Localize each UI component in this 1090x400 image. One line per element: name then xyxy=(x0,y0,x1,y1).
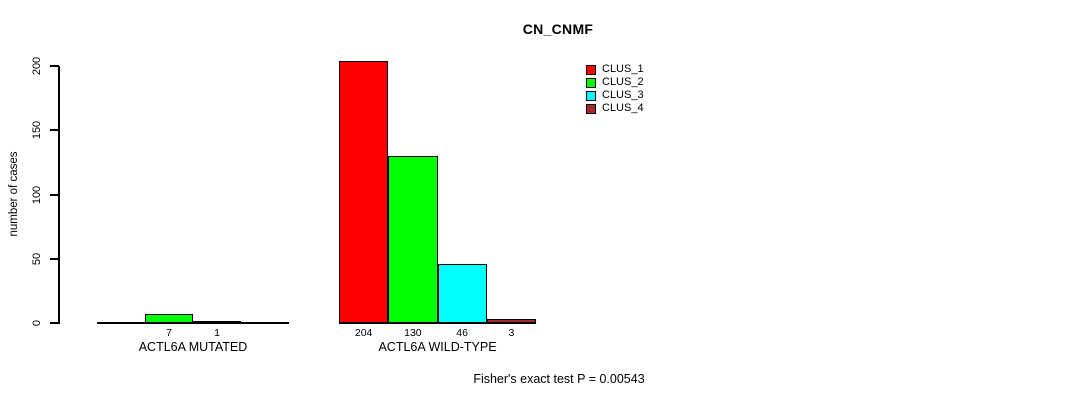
y-axis-line xyxy=(58,66,60,324)
group-baseline xyxy=(339,322,536,324)
bar-value-label: 7 xyxy=(166,327,172,339)
legend-label: CLUS_4 xyxy=(602,102,644,114)
bar-value-label: 1 xyxy=(214,327,220,339)
x-category-label-2: ACTL6A WILD-TYPE xyxy=(378,340,497,354)
x-category-label-1: ACTL6A MUTATED xyxy=(138,340,248,354)
bar-clus_2-actl6a-mutated xyxy=(145,314,193,323)
y-tick xyxy=(50,65,59,67)
group-baseline xyxy=(97,322,289,324)
legend-label: CLUS_2 xyxy=(602,76,644,88)
y-tick-label: 100 xyxy=(31,185,43,204)
legend-swatch-clus_4 xyxy=(586,103,596,114)
legend-item-clus_4: CLUS_4 xyxy=(586,102,644,115)
bar-value-label: 46 xyxy=(456,327,468,339)
y-tick xyxy=(50,193,59,196)
legend-item-clus_3: CLUS_3 xyxy=(586,89,644,102)
bar-clus_1-actl6a-wild-type xyxy=(339,60,389,323)
bar-value-label: 3 xyxy=(508,327,515,339)
legend-item-clus_2: CLUS_2 xyxy=(586,76,644,89)
legend-label: CLUS_3 xyxy=(602,89,644,101)
bar-value-label: 204 xyxy=(354,327,373,339)
bar-value-label: 130 xyxy=(404,327,422,339)
y-tick-label: 200 xyxy=(31,56,43,76)
legend: CLUS_1 CLUS_2 CLUS_3 CLUS_4 xyxy=(586,63,644,115)
bar-clus_4-actl6a-wild-type xyxy=(486,319,536,323)
y-tick xyxy=(50,129,59,132)
chart-title: CN_CNMF xyxy=(522,21,594,37)
bar-clus_3-actl6a-wild-type xyxy=(437,263,487,323)
legend-swatch-clus_3 xyxy=(586,90,596,101)
legend-swatch-clus_2 xyxy=(586,77,596,88)
legend-label: CLUS_1 xyxy=(602,63,644,75)
bar-clus_2-actl6a-wild-type xyxy=(388,155,438,323)
y-tick xyxy=(50,257,59,260)
legend-item-clus_1: CLUS_1 xyxy=(586,63,644,76)
legend-swatch-clus_1 xyxy=(586,64,596,75)
y-tick xyxy=(50,322,59,324)
bar-clus_3-actl6a-mutated xyxy=(193,321,241,323)
fisher-test-annotation: Fisher's exact test P = 0.00543 xyxy=(473,372,645,386)
y-tick-label: 0 xyxy=(31,319,43,327)
y-tick-label: 50 xyxy=(31,252,43,265)
y-tick-label: 150 xyxy=(31,121,43,140)
